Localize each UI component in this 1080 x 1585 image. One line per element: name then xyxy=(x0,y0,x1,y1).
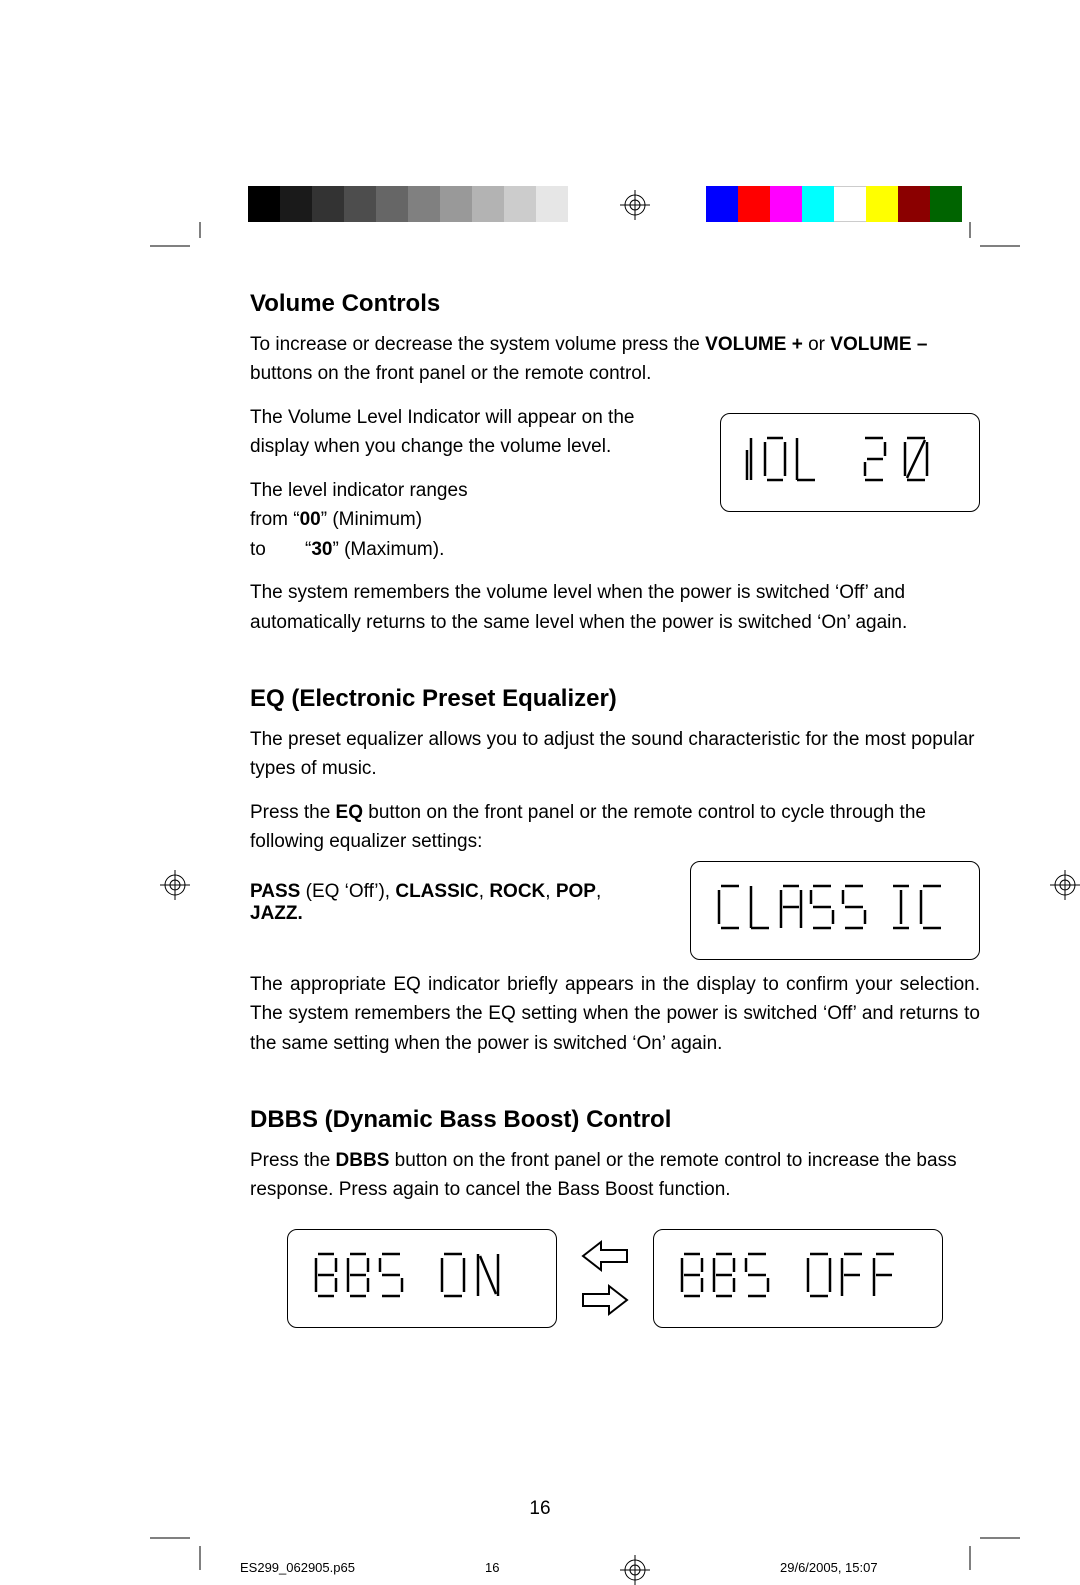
bbs-arrows xyxy=(581,1238,629,1318)
registration-mark-left xyxy=(160,870,190,900)
bbs-on-svg xyxy=(312,1248,532,1304)
page-number: 16 xyxy=(0,1498,1080,1520)
dbbs-section: DBBS (Dynamic Bass Boost) Control Press … xyxy=(250,1106,980,1328)
eq-modes-list: PASS (EQ ‘Off’), CLASSIC, ROCK, POP, JAZ… xyxy=(250,881,650,925)
footer-datetime: 29/6/2005, 15:07 xyxy=(780,1560,878,1575)
dbbs-p1: Press the DBBS button on the front panel… xyxy=(250,1146,980,1205)
eq-p1: The preset equalizer allows you to adjus… xyxy=(250,725,980,784)
footer-filename: ES299_062905.p65 xyxy=(240,1560,355,1575)
dbbs-title: DBBS (Dynamic Bass Boost) Control xyxy=(250,1106,980,1134)
eq-title: EQ (Electronic Preset Equalizer) xyxy=(250,685,980,713)
registration-mark-bottom xyxy=(620,1555,650,1585)
bbs-toggle-diagram xyxy=(250,1229,980,1328)
volume-section: Volume Controls To increase or decrease … xyxy=(250,290,980,637)
volume-p4: The system remembers the volume level wh… xyxy=(250,578,980,637)
volume-lcd-text xyxy=(745,475,955,492)
volume-lcd xyxy=(720,413,980,512)
arrow-right-icon xyxy=(581,1282,629,1318)
eq-section: EQ (Electronic Preset Equalizer) The pre… xyxy=(250,685,980,1058)
eq-lcd xyxy=(690,861,980,960)
volume-p1: To increase or decrease the system volum… xyxy=(250,330,980,389)
registration-mark-top xyxy=(620,190,650,220)
volume-p2: The Volume Level Indicator will appear o… xyxy=(250,403,670,462)
bbs-on-lcd xyxy=(287,1229,557,1328)
eq-lcd-text xyxy=(715,923,955,940)
footer-page: 16 xyxy=(485,1560,499,1575)
arrow-left-icon xyxy=(581,1238,629,1274)
volume-p3: The level indicator ranges from “00” (Mi… xyxy=(250,476,670,564)
bbs-off-lcd xyxy=(653,1229,943,1328)
bbs-off-svg xyxy=(678,1248,918,1304)
registration-mark-right xyxy=(1050,870,1080,900)
eq-p2: Press the EQ button on the front panel o… xyxy=(250,798,980,857)
page-content: Volume Controls To increase or decrease … xyxy=(250,290,980,1376)
volume-title: Volume Controls xyxy=(250,290,980,318)
eq-p3: The appropriate EQ indicator briefly app… xyxy=(250,970,980,1058)
